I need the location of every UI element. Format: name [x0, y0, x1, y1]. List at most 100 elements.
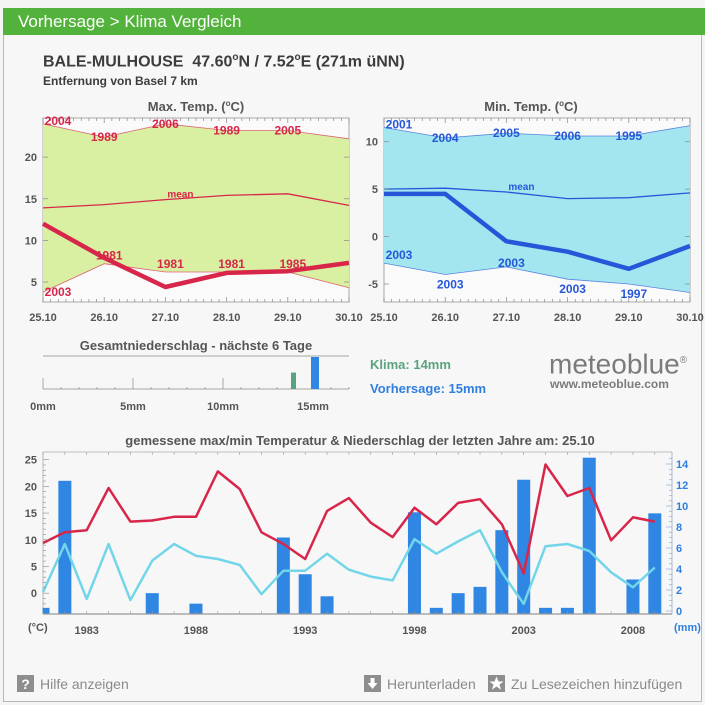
precip-history-bar [189, 603, 203, 614]
precip-history-bar [560, 607, 574, 614]
logo-registered: ® [679, 355, 688, 366]
meteoblue-logo[interactable]: meteoblue® www.meteoblue.com [549, 347, 688, 391]
x-tick-label: 27.10 [493, 312, 521, 324]
y-tick-label: 0 [372, 232, 378, 244]
download-button[interactable]: Herunterladen [364, 675, 476, 692]
history-plot-area [43, 452, 672, 614]
left-tick-label: 25 [25, 455, 37, 467]
download-label: Herunterladen [387, 675, 476, 692]
mean-line [383, 187, 691, 200]
history-title: gemessene max/min Temperatur & Niedersch… [125, 433, 594, 448]
precip-history-bar [320, 596, 334, 614]
right-tick-label: 10 [676, 501, 688, 513]
year-tick-label: 2003 [511, 625, 535, 637]
record-high-year-label: 1995 [615, 129, 642, 143]
precip-history-bar [451, 593, 465, 614]
help-icon: ? [17, 675, 34, 692]
location-distance: Entfernung von Basel 7 km [43, 74, 198, 88]
help-button[interactable]: ? Hilfe anzeigen [17, 675, 129, 692]
min-temp-title: Min. Temp. (oC) [484, 99, 577, 114]
precip-history-bar [517, 479, 531, 614]
max-temp-history-line [42, 463, 656, 575]
min-temp-history-line [41, 528, 656, 606]
bookmark-label: Zu Lesezeichen hinzufügen [511, 675, 683, 692]
location-lat: 47.60 [192, 53, 233, 71]
left-tick-label: 10 [25, 535, 37, 547]
lon-degree: o [294, 52, 301, 63]
precip-history-bar [648, 513, 662, 614]
record-high-line [42, 123, 350, 140]
y-tick-label: 15 [25, 194, 37, 206]
precip-tick-label: 5mm [120, 401, 146, 413]
record-low-year-label: 2003 [45, 285, 72, 299]
precip-history-bar [582, 457, 596, 614]
breadcrumb: Vorhersage > Klima Vergleich [3, 8, 705, 35]
record-low-year-label: 1997 [620, 287, 647, 301]
record-low-year-label: 2003 [498, 256, 525, 270]
mean-label: mean [167, 190, 193, 201]
x-tick-label: 26.10 [431, 312, 459, 324]
record-low-year-label: 1981 [96, 249, 123, 263]
help-label: Hilfe anzeigen [40, 675, 129, 692]
record-range-area [43, 123, 349, 293]
record-high-year-label: 1989 [213, 123, 240, 137]
precip-history-bar [626, 579, 640, 614]
left-tick-label: 0 [31, 588, 37, 600]
record-high-year-label: 2004 [432, 131, 459, 145]
x-tick-label: 29.10 [615, 312, 643, 324]
x-tick-label: 30.10 [676, 312, 704, 324]
forecast-line [41, 221, 350, 290]
precip-history-bar [429, 607, 443, 614]
record-range-area [384, 125, 690, 293]
right-tick-label: 4 [676, 564, 683, 576]
record-high-year-label: 2001 [386, 117, 413, 131]
precip-history-bar [539, 607, 553, 614]
precip-title: Gesamtniederschlag - nächste 6 Tage [80, 338, 312, 353]
record-high-year-label: 2006 [554, 129, 581, 143]
x-tick-label: 25.10 [29, 312, 57, 324]
celsius-axis-label: (°C) [28, 622, 48, 634]
y-tick-label: 5 [372, 184, 378, 196]
y-tick-label: 5 [31, 277, 37, 289]
klima-bar [291, 372, 296, 389]
right-tick-label: 12 [676, 480, 688, 492]
record-low-year-label: 2003 [559, 282, 586, 296]
lat-unit: N [238, 53, 251, 71]
left-tick-label: 20 [25, 481, 37, 493]
location-name: BALE-MULHOUSE [43, 53, 184, 71]
x-tick-label: 26.10 [90, 312, 118, 324]
record-low-year-label: 2003 [437, 277, 464, 291]
right-tick-label: 0 [676, 606, 682, 618]
y-tick-label: 10 [25, 235, 37, 247]
x-tick-label: 27.10 [152, 312, 180, 324]
record-high-year-label: 2005 [493, 126, 520, 140]
x-tick-label: 28.10 [213, 312, 241, 324]
year-tick-label: 1988 [184, 625, 208, 637]
bookmark-button[interactable]: Zu Lesezeichen hinzufügen [488, 675, 682, 692]
year-tick-label: 1998 [402, 625, 426, 637]
record-high-year-label: 1989 [91, 130, 118, 144]
precip-tick-label: 0mm [30, 401, 56, 413]
y-tick-label: 20 [25, 152, 37, 164]
lat-degree: o [232, 52, 239, 63]
y-tick-label: 10 [366, 137, 378, 149]
precip-history-bar [42, 607, 50, 614]
precip-history-bar [298, 574, 312, 614]
precip-tick-label: 10mm [207, 401, 239, 413]
precip-history-bar [276, 537, 290, 614]
precip-history-bar [407, 512, 421, 614]
location-lon: 7.52 [263, 53, 295, 71]
left-tick-label: 5 [31, 561, 37, 573]
year-tick-label: 1993 [293, 625, 317, 637]
logo-name: meteoblue [549, 348, 680, 380]
x-tick-label: 28.10 [554, 312, 582, 324]
vorhersage-bar [311, 357, 319, 389]
max-temp-title: Max. Temp. (oC) [148, 99, 244, 114]
x-tick-label: 25.10 [370, 312, 398, 324]
y-tick-label: -5 [368, 279, 378, 291]
coord-separator: / [254, 53, 259, 71]
download-icon [364, 675, 381, 692]
right-tick-label: 6 [676, 543, 682, 555]
mean-line [42, 193, 350, 209]
record-low-line [42, 263, 350, 293]
